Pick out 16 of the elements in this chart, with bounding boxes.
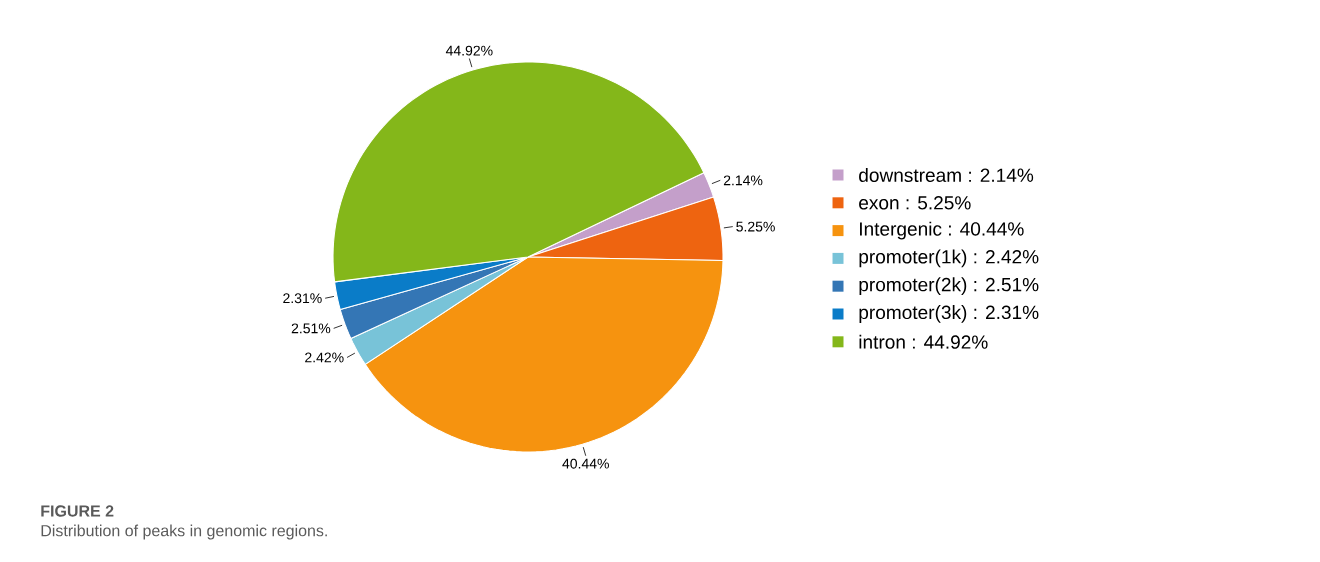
legend-label: Intergenic : 40.44% — [860, 221, 1024, 240]
data-label: 44.92% — [445, 45, 493, 56]
legend-label: promoter(2k) : 2.51% — [859, 277, 1039, 296]
text: Distribution of peaks in genomic regions. — [41, 524, 327, 540]
data-label: 40.44% — [562, 458, 609, 469]
data-label: 2.42% — [305, 352, 344, 363]
text: FIGURE 2 — [41, 505, 114, 517]
data-label: 5.25% — [736, 221, 775, 232]
legend-label: promoter(3k) : 2.31% — [859, 305, 1039, 323]
legend-label: downstream : 2.14% — [859, 168, 1034, 182]
data-label: 2.51% — [291, 323, 331, 334]
legend-label: exon : 5.25% — [859, 196, 971, 210]
data-label: 2.14% — [723, 175, 763, 186]
legend-label: promoter(1k) : 2.42% — [859, 249, 1039, 268]
data-label: 2.31% — [283, 293, 322, 304]
legend-label: intron : 44.92% — [859, 334, 988, 349]
